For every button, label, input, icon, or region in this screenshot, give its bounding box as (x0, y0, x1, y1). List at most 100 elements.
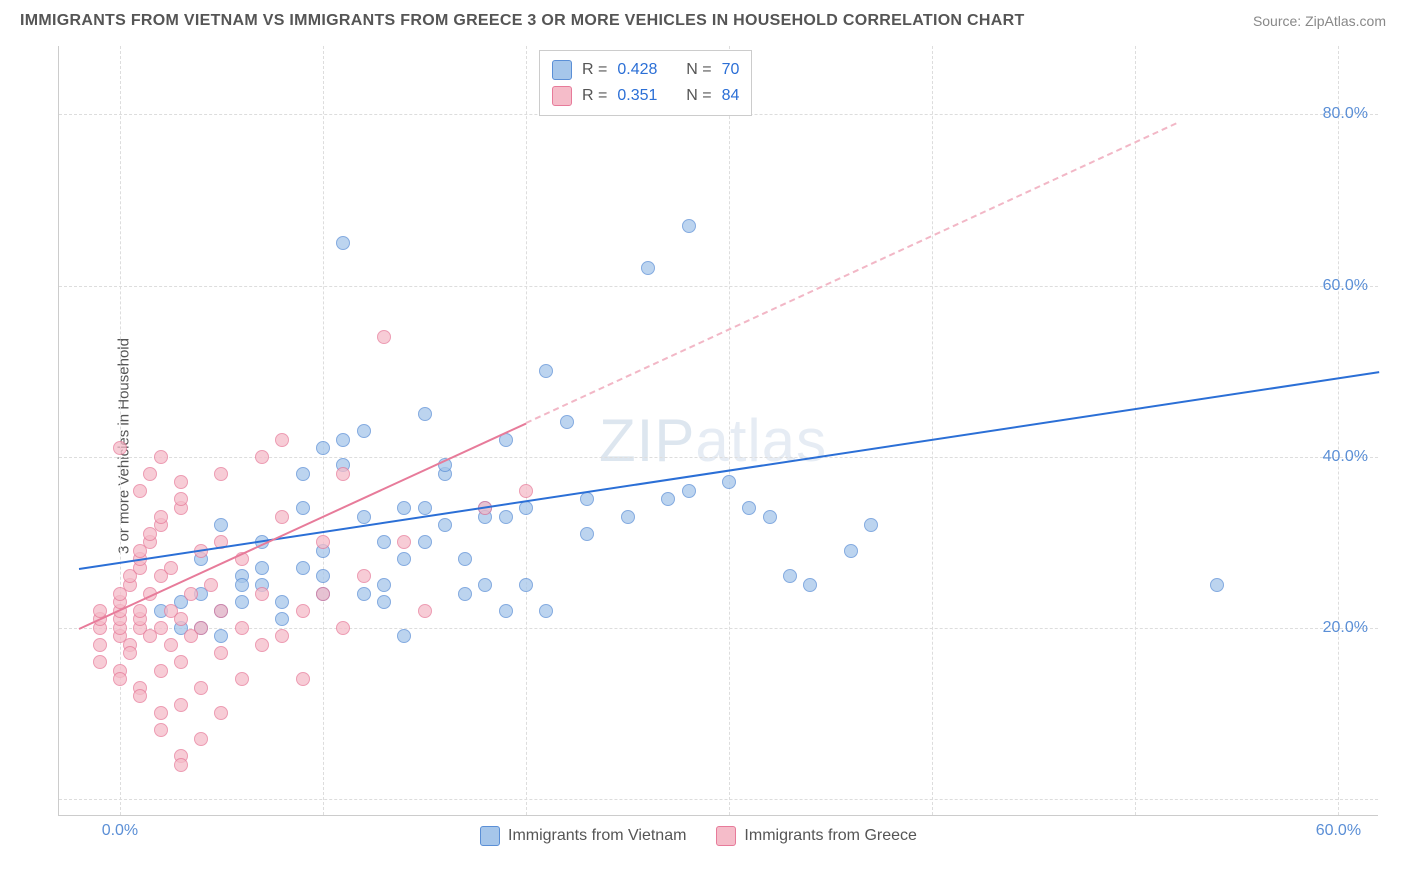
scatter-point (214, 604, 228, 618)
scatter-point (397, 629, 411, 643)
scatter-point (336, 236, 350, 250)
scatter-point (519, 484, 533, 498)
scatter-point (214, 467, 228, 481)
scatter-point (235, 595, 249, 609)
scatter-point (296, 467, 310, 481)
scatter-point (519, 578, 533, 592)
scatter-point (397, 535, 411, 549)
scatter-point (763, 510, 777, 524)
swatch-pink-icon (716, 826, 736, 846)
scatter-point (296, 672, 310, 686)
scatter-point (377, 595, 391, 609)
scatter-point (275, 510, 289, 524)
y-tick-label: 80.0% (1323, 105, 1368, 123)
grid-line-v (120, 46, 121, 815)
scatter-point (235, 672, 249, 686)
scatter-point (357, 424, 371, 438)
scatter-point (316, 587, 330, 601)
scatter-point (184, 587, 198, 601)
scatter-point (143, 467, 157, 481)
scatter-point (722, 475, 736, 489)
scatter-point (214, 629, 228, 643)
scatter-point (154, 706, 168, 720)
r-value-greece: 0.351 (617, 83, 657, 109)
label-n: N = (686, 83, 711, 109)
scatter-point (154, 510, 168, 524)
scatter-point (93, 655, 107, 669)
scatter-point (336, 621, 350, 635)
scatter-point (418, 407, 432, 421)
grid-line-v (1338, 46, 1339, 815)
label-n: N = (686, 57, 711, 83)
scatter-point (458, 552, 472, 566)
scatter-point (123, 646, 137, 660)
scatter-point (377, 535, 391, 549)
swatch-blue-icon (480, 826, 500, 846)
grid-line-v (323, 46, 324, 815)
scatter-point (255, 561, 269, 575)
legend-bottom: Immigrants from Vietnam Immigrants from … (480, 826, 917, 846)
scatter-point (235, 621, 249, 635)
grid-line-v (932, 46, 933, 815)
legend-stats-row: R = 0.351 N = 84 (552, 83, 739, 109)
scatter-point (682, 219, 696, 233)
legend-stats-row: R =0.428 N =70 (552, 57, 739, 83)
scatter-point (418, 535, 432, 549)
watermark-bold: ZIP (599, 407, 695, 474)
chart-source: Source: ZipAtlas.com (1253, 13, 1386, 29)
scatter-point (682, 484, 696, 498)
scatter-point (255, 587, 269, 601)
trend-line (526, 123, 1177, 424)
scatter-point (438, 518, 452, 532)
scatter-point (174, 758, 188, 772)
scatter-point (641, 261, 655, 275)
scatter-point (133, 484, 147, 498)
chart-header: IMMIGRANTS FROM VIETNAM VS IMMIGRANTS FR… (0, 0, 1406, 38)
scatter-point (499, 510, 513, 524)
scatter-point (418, 501, 432, 515)
scatter-point (154, 621, 168, 635)
scatter-point (499, 604, 513, 618)
x-tick-label: 0.0% (102, 822, 138, 840)
scatter-point (164, 638, 178, 652)
scatter-point (133, 689, 147, 703)
scatter-point (255, 638, 269, 652)
swatch-blue-icon (552, 60, 572, 80)
scatter-point (154, 723, 168, 737)
y-tick-label: 60.0% (1323, 277, 1368, 295)
scatter-point (296, 604, 310, 618)
scatter-point (174, 475, 188, 489)
scatter-point (154, 664, 168, 678)
scatter-point (316, 535, 330, 549)
y-tick-label: 20.0% (1323, 619, 1368, 637)
scatter-point (194, 681, 208, 695)
scatter-point (235, 578, 249, 592)
chart-title: IMMIGRANTS FROM VIETNAM VS IMMIGRANTS FR… (20, 12, 1025, 30)
scatter-point (275, 433, 289, 447)
scatter-point (164, 561, 178, 575)
scatter-point (357, 587, 371, 601)
scatter-point (418, 604, 432, 618)
scatter-plot-area: ZIPatlas 20.0%40.0%60.0%80.0%0.0%60.0%R … (58, 46, 1378, 816)
n-value-greece: 84 (722, 83, 740, 109)
scatter-point (377, 578, 391, 592)
watermark: ZIPatlas (599, 406, 827, 475)
scatter-point (377, 330, 391, 344)
scatter-point (560, 415, 574, 429)
label-r: R = (582, 83, 607, 109)
scatter-point (174, 492, 188, 506)
scatter-point (214, 646, 228, 660)
scatter-point (214, 518, 228, 532)
legend-item-vietnam: Immigrants from Vietnam (480, 826, 686, 846)
scatter-point (296, 501, 310, 515)
scatter-point (357, 569, 371, 583)
scatter-point (478, 578, 492, 592)
scatter-point (458, 587, 472, 601)
scatter-point (397, 501, 411, 515)
scatter-point (580, 492, 594, 506)
scatter-point (174, 612, 188, 626)
x-tick-label: 60.0% (1316, 822, 1361, 840)
scatter-point (316, 441, 330, 455)
scatter-point (783, 569, 797, 583)
y-tick-label: 40.0% (1323, 448, 1368, 466)
